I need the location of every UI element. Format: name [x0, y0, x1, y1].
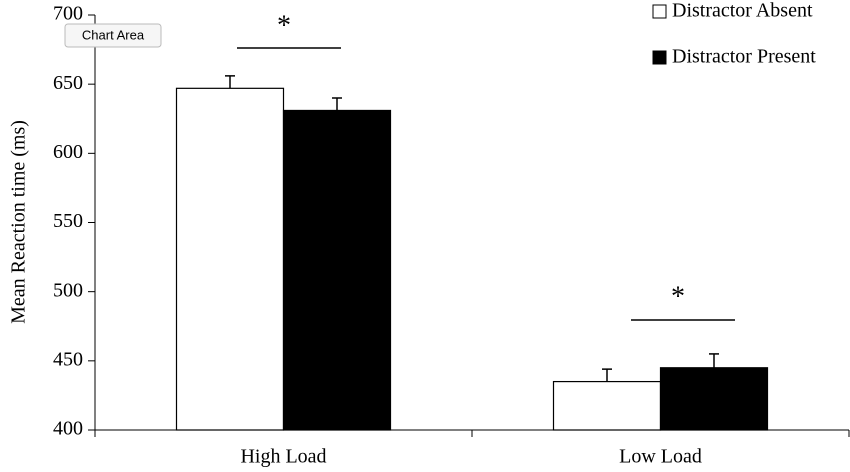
legend-label: Distractor Absent [672, 0, 813, 22]
bar [659, 367, 769, 431]
x-tick-label: High Load [240, 446, 326, 468]
bar [552, 380, 662, 431]
y-tick-label: 500 [53, 279, 83, 301]
legend-label: Distractor Present [672, 46, 816, 68]
significance-star: * [277, 10, 291, 41]
tooltip-box [64, 23, 162, 48]
y-axis-label: Mean Reaction time (ms) [8, 120, 30, 324]
y-tick-label: 550 [53, 210, 83, 232]
y-tick-label: 650 [53, 72, 83, 94]
x-tick-label: Low Load [619, 446, 702, 468]
significance-star: * [671, 281, 685, 312]
y-tick-label: 400 [53, 418, 83, 440]
legend-swatch [652, 4, 667, 19]
tooltip: Chart Area [82, 27, 145, 42]
bar [175, 87, 285, 431]
y-tick-label: 700 [53, 3, 83, 25]
legend-swatch [652, 50, 667, 65]
bar [282, 109, 392, 431]
y-tick-label: 450 [53, 348, 83, 370]
y-tick-label: 600 [53, 141, 83, 163]
